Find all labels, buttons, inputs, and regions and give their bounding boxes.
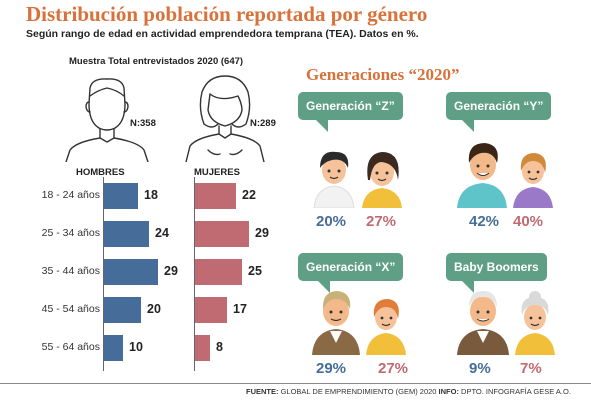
male-bar xyxy=(104,335,123,361)
male-value-label: 24 xyxy=(155,226,169,240)
gen-x-female-pct: 27% xyxy=(378,360,409,377)
baby-boomers-people-icon xyxy=(457,291,555,355)
age-category-label: 18 - 24 años xyxy=(41,189,100,201)
age-category-label: 25 - 34 años xyxy=(41,227,100,239)
female-value-label: 29 xyxy=(255,226,269,240)
male-bar xyxy=(104,183,138,209)
gen-y-bubble-tail xyxy=(462,120,474,132)
gen-z-bubble: Generación “Z” xyxy=(298,92,403,120)
footer-divider xyxy=(0,383,591,384)
female-value-label: 25 xyxy=(248,264,262,278)
female-value-label: 22 xyxy=(242,188,256,202)
baby-boomers-male-pct: 9% xyxy=(469,360,491,377)
gen-z-bubble-tail xyxy=(316,120,328,132)
chart-subtitle: Según rango de edad en actividad emprend… xyxy=(26,28,419,40)
woman-outline-icon xyxy=(185,75,265,162)
female-bar xyxy=(195,221,249,247)
age-gender-bar-chart: 18 - 24 años 18 22 25 - 34 años 24 29 35 - 44 … xyxy=(0,0,300,383)
gen-y-male-pct: 42% xyxy=(469,213,500,230)
sample-label: Muestra Total entrevistados 2020 (647) xyxy=(69,56,244,67)
female-bar xyxy=(195,297,227,323)
chart-title: Distribución población reportada por gén… xyxy=(26,2,428,26)
gen-y-female-pct: 40% xyxy=(513,213,544,230)
male-axis-line xyxy=(103,177,104,371)
male-value-label: 18 xyxy=(144,188,158,202)
female-value-label: 8 xyxy=(216,340,223,354)
footer-info-label: INFO: xyxy=(438,387,459,396)
man-outline-icon xyxy=(65,78,149,162)
male-value-label: 20 xyxy=(147,302,161,316)
gen-z-male-pct: 20% xyxy=(316,213,347,230)
footer-fuente-text: GLOBAL DE EMPRENDIMIENTO (GEM) 2020 xyxy=(278,387,439,396)
gen-z-people-icon xyxy=(313,151,402,208)
baby-boomers-female-pct: 7% xyxy=(520,360,542,377)
gen-x-male-pct: 29% xyxy=(316,360,347,377)
gen-x-bubble: Generación “X” xyxy=(298,253,404,281)
male-bar xyxy=(104,259,158,285)
female-n-label: N:289 xyxy=(250,118,276,129)
female-bar xyxy=(195,335,210,361)
female-bar xyxy=(195,183,236,209)
gen-z-female-pct: 27% xyxy=(366,213,397,230)
generations-title: Generaciones “2020” xyxy=(306,65,460,84)
female-value-label: 17 xyxy=(233,302,247,316)
male-bar xyxy=(104,297,141,323)
footer-credits: FUENTE: GLOBAL DE EMPRENDIMIENTO (GEM) 2… xyxy=(246,387,571,396)
female-axis-line xyxy=(194,177,195,371)
male-n-label: N:358 xyxy=(130,118,156,129)
age-category-label: 55 - 64 años xyxy=(41,341,100,353)
gen-y-people-icon xyxy=(457,143,553,208)
footer-info-text: DPTO. INFOGRAFÍA GESE A.O. xyxy=(458,387,571,396)
age-category-label: 35 - 44 años xyxy=(41,265,100,277)
female-bar xyxy=(195,259,242,285)
male-value-label: 29 xyxy=(164,264,178,278)
gen-y-bubble: Generación “Y” xyxy=(446,92,552,120)
legend-hombres: HOMBRES xyxy=(76,167,125,178)
gen-x-bubble-tail xyxy=(318,281,330,293)
baby-boomers-bubble: Baby Boomers xyxy=(446,253,547,281)
male-value-label: 10 xyxy=(129,340,143,354)
male-bar xyxy=(104,221,149,247)
baby-boomers-bubble-tail xyxy=(462,281,474,293)
footer-fuente-label: FUENTE: xyxy=(246,387,279,396)
age-category-label: 45 - 54 años xyxy=(41,303,100,315)
legend-mujeres: MUJERES xyxy=(194,167,240,178)
gen-x-people-icon xyxy=(312,291,406,355)
